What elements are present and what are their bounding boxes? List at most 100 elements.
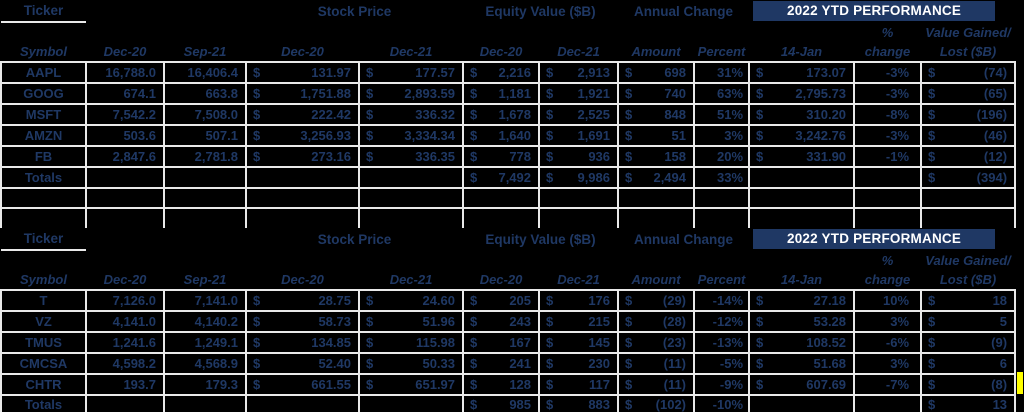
cell-equity-dec21[interactable]: $936 [539, 146, 620, 168]
cell-jan14-price[interactable]: $51.68 [749, 353, 856, 375]
cell-annual-change-percent[interactable]: -9% [694, 374, 751, 396]
cell-shares-dec20[interactable] [86, 395, 165, 412]
cell-blank[interactable] [86, 208, 165, 228]
cell-equity-dec21[interactable]: $883 [539, 395, 620, 412]
cell-shares-dec20[interactable]: 2,847.6 [86, 146, 165, 168]
subheader-jan14[interactable]: 14-Jan [749, 42, 855, 63]
cell-blank[interactable] [921, 188, 1017, 209]
cell-value-gained-lost[interactable]: $ (46) [921, 125, 1017, 147]
cell-equity-dec21[interactable]: $176 [539, 290, 620, 312]
cell-price-dec20[interactable]: $134.85 [246, 332, 360, 354]
cell-annual-change-percent[interactable]: 31% [694, 62, 751, 84]
cell-price-dec20[interactable]: $3,256.93 [246, 125, 360, 147]
cell-equity-dec20[interactable]: $1,678 [463, 104, 541, 126]
subheader-price-b[interactable]: Dec-21 [359, 270, 464, 291]
cell-annual-change-amount[interactable]: $ (102) [618, 395, 696, 412]
cell-blank[interactable] [246, 208, 360, 228]
cell-blank[interactable] [618, 22, 694, 42]
cell-shares-sep21[interactable]: 1,249.1 [164, 332, 247, 354]
cell-blank[interactable] [246, 188, 360, 209]
cell-ytd-percent-change[interactable]: 3% [854, 353, 923, 375]
cell-shares-sep21[interactable]: 4,568.9 [164, 353, 247, 375]
cell-blank[interactable] [86, 0, 164, 22]
cell-price-dec21[interactable]: $336.35 [359, 146, 465, 168]
cell-blank[interactable] [749, 208, 856, 228]
cell-jan14-price[interactable] [749, 395, 856, 412]
cell-annual-change-percent[interactable]: 51% [694, 104, 751, 126]
subheader-amount[interactable]: Amount [618, 270, 695, 291]
cell-symbol[interactable]: AAPL [0, 62, 87, 84]
cell-value-gained-lost[interactable]: $ (12) [921, 146, 1017, 168]
cell-jan14-price[interactable]: $53.28 [749, 311, 856, 333]
cell-blank[interactable] [539, 22, 618, 42]
cell-ytd-percent-change[interactable]: -3% [854, 62, 923, 84]
cell-shares-dec20[interactable]: 4,141.0 [86, 311, 165, 333]
subheader-shares-a[interactable]: Dec-20 [86, 42, 164, 63]
cell-equity-dec21[interactable]: $1,921 [539, 83, 620, 105]
cell-blank[interactable] [359, 208, 465, 228]
subheader-price-a[interactable]: Dec-20 [246, 42, 359, 63]
cell-ytd-percent-change[interactable]: -7% [854, 374, 923, 396]
cell-equity-dec20[interactable]: $241 [463, 353, 541, 375]
cell-price-dec21[interactable] [359, 395, 465, 412]
header-ytd-performance[interactable]: 2022 YTD PERFORMANCE [749, 0, 1015, 22]
cell-blank[interactable] [749, 250, 854, 270]
cell-blank[interactable] [164, 208, 247, 228]
cell-blank[interactable] [359, 188, 465, 209]
cell-jan14-price[interactable]: $173.07 [749, 62, 856, 84]
header-equity-value[interactable]: Equity Value ($B) [485, 231, 596, 247]
cell-jan14-price[interactable]: $2,795.73 [749, 83, 856, 105]
cell-price-dec21[interactable]: $336.32 [359, 104, 465, 126]
cell-shares-dec20[interactable]: 674.1 [86, 83, 165, 105]
cell-blank[interactable] [164, 228, 246, 250]
cell-symbol[interactable]: CMCSA [0, 353, 87, 375]
cell-annual-change-amount[interactable]: $740 [618, 83, 696, 105]
cell-blank[interactable] [694, 22, 749, 42]
cell-annual-change-percent[interactable]: 20% [694, 146, 751, 168]
cell-annual-change-percent[interactable]: -12% [694, 311, 751, 333]
cell-equity-dec20[interactable]: $128 [463, 374, 541, 396]
cell-blank[interactable] [539, 208, 620, 228]
cell-blank[interactable] [164, 250, 246, 270]
cell-equity-dec21[interactable]: $2,913 [539, 62, 620, 84]
cell-annual-change-amount[interactable]: $ (28) [618, 311, 696, 333]
cell-blank[interactable] [463, 22, 539, 42]
cell-shares-dec20[interactable]: 7,542.2 [86, 104, 165, 126]
cell-jan14-price[interactable]: $310.20 [749, 104, 856, 126]
cell-annual-change-percent[interactable]: 33% [694, 167, 751, 189]
cell-shares-sep21[interactable] [164, 167, 247, 189]
cell-shares-dec20[interactable]: 193.7 [86, 374, 165, 396]
cell-equity-dec21[interactable]: $2,525 [539, 104, 620, 126]
cell-shares-sep21[interactable]: 7,141.0 [164, 290, 247, 312]
cell-blank[interactable] [164, 22, 246, 42]
cell-price-dec21[interactable] [359, 167, 465, 189]
subheader-price-b[interactable]: Dec-21 [359, 42, 464, 63]
subheader-ytd-pct[interactable]: change [854, 42, 922, 63]
cell-blank[interactable] [1, 250, 86, 270]
cell-price-dec20[interactable]: $273.16 [246, 146, 360, 168]
cell-equity-dec20[interactable]: $167 [463, 332, 541, 354]
cell-equity-dec20[interactable]: $985 [463, 395, 541, 412]
header-stock-price[interactable]: Stock Price [317, 3, 392, 19]
cell-equity-dec20[interactable]: $7,492 [463, 167, 541, 189]
cell-annual-change-amount[interactable]: $ (23) [618, 332, 696, 354]
cell-blank[interactable] [359, 250, 463, 270]
cell-blank[interactable] [0, 208, 87, 228]
subheader-value[interactable]: Lost ($B) [921, 42, 1016, 63]
cell-price-dec21[interactable]: $651.97 [359, 374, 465, 396]
cell-symbol[interactable]: CHTR [0, 374, 87, 396]
cell-value-gained-lost[interactable]: $ (9) [921, 332, 1017, 354]
cell-shares-dec20[interactable]: 503.6 [86, 125, 165, 147]
cell-equity-dec20[interactable]: $243 [463, 311, 541, 333]
cell-annual-change-amount[interactable]: $158 [618, 146, 696, 168]
cell-price-dec20[interactable]: $52.40 [246, 353, 360, 375]
subheader-shares-b[interactable]: Sep-21 [164, 42, 246, 63]
cell-price-dec21[interactable]: $115.98 [359, 332, 465, 354]
cell-symbol[interactable]: FB [0, 146, 87, 168]
cell-shares-dec20[interactable]: 7,126.0 [86, 290, 165, 312]
cell-value-gained-lost[interactable]: $13 [921, 395, 1017, 412]
cell-symbol[interactable]: VZ [0, 311, 87, 333]
subheader-pct[interactable]: Percent [694, 42, 750, 63]
cell-symbol[interactable]: Totals [0, 395, 87, 412]
cell-annual-change-percent[interactable]: 63% [694, 83, 751, 105]
